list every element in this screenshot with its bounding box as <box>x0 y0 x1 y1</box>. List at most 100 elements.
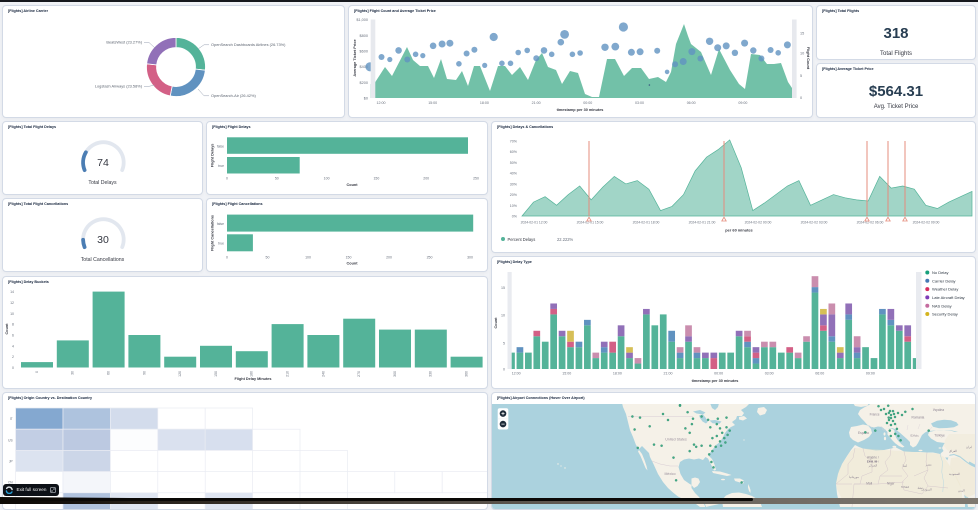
svg-text:60: 60 <box>107 371 111 375</box>
svg-text:12:00: 12:00 <box>377 101 386 105</box>
svg-text:Tchad: Tchad <box>901 485 909 489</box>
svg-text:United States: United States <box>665 438 687 442</box>
svg-text:timestamp per 30 minutes: timestamp per 30 minutes <box>557 108 604 112</box>
svg-text:2024-02-02 00:00: 2024-02-02 00:00 <box>745 221 772 225</box>
svg-text:00:00: 00:00 <box>583 101 592 105</box>
svg-text:false: false <box>217 144 224 148</box>
svg-text:50: 50 <box>275 177 279 181</box>
svg-text:03:00: 03:00 <box>635 101 644 105</box>
svg-text:09:00: 09:00 <box>866 372 875 376</box>
svg-text:240: 240 <box>321 371 325 377</box>
svg-text:0: 0 <box>35 371 39 373</box>
svg-text:Україна: Україна <box>933 408 944 412</box>
svg-text:true: true <box>218 242 224 246</box>
svg-text:IT: IT <box>10 417 13 421</box>
svg-text:$0: $0 <box>364 97 368 101</box>
svg-text:150: 150 <box>346 256 352 260</box>
svg-text:Flight Cancellations: Flight Cancellations <box>211 215 215 251</box>
svg-text:8: 8 <box>12 323 14 327</box>
svg-text:21:00: 21:00 <box>532 101 541 105</box>
svg-text:Flight Delays: Flight Delays <box>211 144 215 168</box>
svg-text:250: 250 <box>473 177 479 181</box>
svg-text:Percent Delays: Percent Delays <box>508 237 536 242</box>
svg-text:03:00: 03:00 <box>765 372 774 376</box>
svg-text:4: 4 <box>12 344 14 348</box>
svg-text:ⴹⵣⴻ,ⵂⴲ /: ⴹⵣⴻ,ⵂⴲ / <box>867 460 880 464</box>
svg-text:2024-02-02 09:00: 2024-02-02 09:00 <box>913 221 940 225</box>
svg-text:50%: 50% <box>510 161 518 165</box>
svg-text:Romania: Romania <box>912 416 925 420</box>
svg-text:200: 200 <box>386 256 392 260</box>
svg-text:5: 5 <box>503 342 505 346</box>
svg-text:NAS Delay: NAS Delay <box>932 303 952 308</box>
svg-text:Count: Count <box>347 261 359 265</box>
svg-text:France: France <box>870 413 880 417</box>
svg-text:No Delay: No Delay <box>932 270 948 275</box>
svg-text:Ελλάς: Ελλάς <box>911 434 920 438</box>
svg-text:Security Delay: Security Delay <box>932 312 958 317</box>
svg-text:06:00: 06:00 <box>815 372 824 376</box>
svg-text:18:00: 18:00 <box>480 101 489 105</box>
svg-text:CN: CN <box>8 481 13 485</box>
svg-text:06:00: 06:00 <box>687 101 696 105</box>
svg-text:2024-02-01 18:00: 2024-02-01 18:00 <box>633 221 660 225</box>
svg-text:150: 150 <box>373 177 379 181</box>
svg-text:0: 0 <box>226 177 228 181</box>
svg-text:2024-02-01 15:00: 2024-02-01 15:00 <box>577 221 604 225</box>
svg-text:180: 180 <box>250 371 254 377</box>
svg-text:per 60 minutes: per 60 minutes <box>725 228 752 233</box>
svg-text:false: false <box>217 222 224 226</box>
svg-text:US: US <box>8 438 12 442</box>
svg-text:22.222%: 22.222% <box>557 237 574 242</box>
svg-text:$200: $200 <box>360 81 368 85</box>
svg-text:0: 0 <box>503 368 505 372</box>
svg-text:true: true <box>218 164 224 168</box>
svg-text:210: 210 <box>286 371 290 377</box>
svg-text:2024-02-01 21:00: 2024-02-01 21:00 <box>689 221 716 225</box>
svg-text:2024-02-01 12:00: 2024-02-01 12:00 <box>521 221 548 225</box>
svg-text:السودان: السودان <box>921 488 932 492</box>
svg-text:España: España <box>858 431 869 435</box>
svg-text:2: 2 <box>12 355 14 359</box>
svg-text:Average Ticket Price: Average Ticket Price <box>353 39 357 76</box>
svg-text:30%: 30% <box>510 182 518 186</box>
svg-text:ليبيا: ليبيا <box>903 464 908 468</box>
svg-text:Logstash Airways (23.58%): Logstash Airways (23.58%) <box>95 84 143 89</box>
svg-text:$800: $800 <box>360 34 368 38</box>
svg-text:15:00: 15:00 <box>428 101 437 105</box>
svg-text:$1,000: $1,000 <box>356 18 368 22</box>
svg-text:50: 50 <box>266 256 270 260</box>
svg-text:10: 10 <box>800 51 804 55</box>
svg-text:200: 200 <box>423 177 429 181</box>
svg-text:40%: 40% <box>510 172 518 176</box>
svg-text:360: 360 <box>465 371 469 377</box>
svg-text:150: 150 <box>214 371 218 377</box>
svg-text:Weather Delay: Weather Delay <box>932 287 958 292</box>
svg-text:0: 0 <box>12 366 14 370</box>
svg-text:100: 100 <box>305 256 311 260</box>
svg-text:10: 10 <box>10 312 14 316</box>
svg-text:$400: $400 <box>360 65 368 69</box>
svg-text:120: 120 <box>178 371 182 377</box>
svg-text:70%: 70% <box>510 140 518 144</box>
svg-text:10: 10 <box>501 314 505 318</box>
svg-text:300: 300 <box>467 256 473 260</box>
svg-text:Late Aircraft Delay: Late Aircraft Delay <box>932 295 965 300</box>
svg-text:00:00: 00:00 <box>714 372 723 376</box>
svg-text:Count: Count <box>494 317 498 329</box>
svg-text:México: México <box>664 472 675 476</box>
svg-text:100: 100 <box>324 177 330 181</box>
svg-text:09:00: 09:00 <box>738 101 747 105</box>
svg-text:Count: Count <box>5 323 9 335</box>
svg-text:15:00: 15:00 <box>562 372 571 376</box>
svg-text:0%: 0% <box>512 215 518 219</box>
svg-text:ايران: ايران <box>966 445 973 449</box>
svg-text:60%: 60% <box>510 150 518 154</box>
svg-text:Flight Count: Flight Count <box>806 47 810 70</box>
svg-text:330: 330 <box>429 371 433 377</box>
svg-text:اليمن: اليمن <box>958 489 965 493</box>
svg-text:0: 0 <box>800 96 802 100</box>
svg-text:Algérie /: Algérie / <box>867 456 879 460</box>
svg-text:0: 0 <box>226 256 228 260</box>
svg-text:timestamp per 30 minutes: timestamp per 30 minutes <box>692 379 739 383</box>
